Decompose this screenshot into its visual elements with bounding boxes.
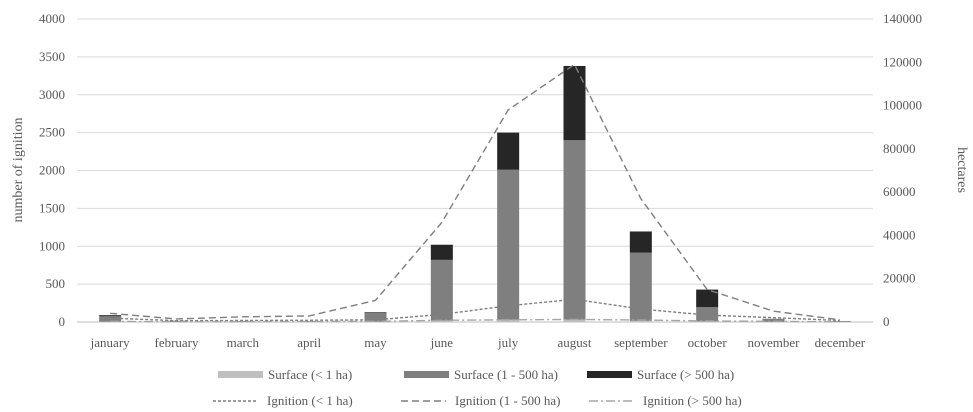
legend-label: Surface (< 1 ha)	[268, 367, 352, 382]
y-tick-label: 3500	[39, 49, 65, 64]
y2-tick-label: 80000	[883, 141, 916, 156]
bar-segment-2	[629, 252, 652, 321]
bar-segment-1	[364, 321, 387, 323]
line-series	[110, 63, 840, 323]
legend-label: Ignition (1 - 500 ha)	[455, 393, 560, 408]
x-tick-label: april	[297, 335, 321, 350]
y-tick-label: 500	[46, 276, 66, 291]
x-tick-label: july	[497, 335, 519, 350]
x-tick-label: january	[90, 335, 130, 350]
bar-segment-3	[629, 231, 652, 253]
bar-segment-2	[828, 321, 851, 322]
legend-label: Surface (1 - 500 ha)	[454, 367, 558, 382]
x-tick-label: august	[558, 335, 592, 350]
bar-segment-1	[430, 320, 453, 322]
y-tick-label: 4000	[39, 11, 65, 26]
y2-tick-label: 0	[883, 314, 890, 329]
x-tick-label: september	[614, 335, 668, 350]
bar-segment-3	[430, 244, 453, 260]
y2-tick-label: 120000	[883, 54, 922, 69]
y2-tick-label: 20000	[883, 271, 916, 286]
bar-segment-1	[629, 320, 652, 322]
y-tick-label: 1500	[39, 200, 65, 215]
bar-segment-1	[828, 321, 851, 323]
legend-swatch	[404, 371, 449, 378]
line-series-1	[110, 298, 840, 322]
bar-segment-2	[696, 307, 719, 322]
bar-segment-2	[430, 259, 453, 321]
bar-segment-3	[563, 65, 586, 141]
y-tick-label: 3000	[39, 87, 65, 102]
bar-segment-2	[762, 318, 785, 322]
x-tick-label: june	[430, 335, 454, 350]
y2-tick-label: 40000	[883, 227, 916, 242]
line-series-2	[110, 63, 840, 321]
bar-segment-1	[165, 321, 188, 323]
y-axis-title: number of ignition	[11, 118, 26, 223]
legend-swatch	[587, 371, 632, 378]
bar-segment-3	[497, 132, 520, 170]
bar-segment-3	[696, 289, 719, 308]
y2-axis-title: hectares	[954, 147, 969, 193]
y-tick-label: 2000	[39, 163, 65, 178]
legend-label: Ignition (> 500 ha)	[643, 393, 742, 408]
bar-segment-2	[563, 140, 586, 320]
x-tick-label: october	[688, 335, 728, 350]
bar-segment-2	[99, 316, 122, 322]
y2-tick-label: 60000	[883, 184, 916, 199]
legend-swatch	[218, 371, 263, 378]
y-tick-label: 1000	[39, 238, 65, 253]
y2-tick-label: 140000	[883, 11, 922, 26]
bar-segment-3	[364, 312, 387, 313]
line-series-3	[110, 318, 840, 323]
x-tick-label: may	[364, 335, 387, 350]
bar-segment-1	[497, 319, 520, 322]
bar-segment-2	[364, 312, 387, 322]
y2-tick-label: 100000	[883, 98, 922, 113]
axes: 0500100015002000250030003500400002000040…	[39, 11, 922, 350]
y-tick-label: 0	[59, 314, 66, 329]
x-tick-label: december	[815, 335, 866, 350]
x-tick-label: february	[154, 335, 199, 350]
bar-segment-1	[563, 319, 586, 322]
legend: Surface (< 1 ha) Surface (1 - 500 ha) Surf…	[213, 367, 742, 408]
bar-segment-2	[497, 169, 520, 320]
bar-segment-1	[696, 321, 719, 322]
bar-series	[99, 65, 851, 323]
y-tick-label: 2500	[39, 125, 65, 140]
gridlines	[77, 18, 873, 323]
bar-segment-3	[99, 315, 122, 317]
x-tick-label: march	[227, 335, 260, 350]
legend-label: Ignition (< 1 ha)	[267, 393, 353, 408]
x-tick-label: november	[748, 335, 801, 350]
legend-label: Surface (> 500 ha)	[637, 367, 734, 382]
